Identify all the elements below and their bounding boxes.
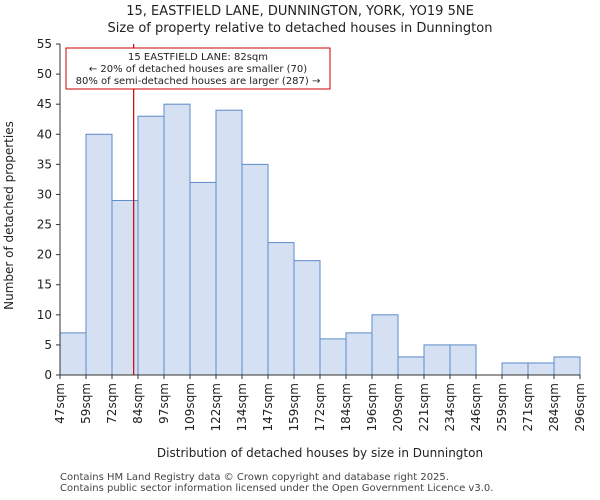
y-tick-label: 30	[37, 187, 52, 201]
y-tick-label: 40	[37, 127, 52, 141]
x-tick-label: 184sqm	[339, 383, 353, 431]
x-tick-label: 147sqm	[261, 383, 275, 431]
chart-title-subtitle: Size of property relative to detached ho…	[107, 21, 493, 36]
bar-122sqm	[215, 109, 243, 376]
annotation-line: ← 20% of detached houses are smaller (70…	[89, 64, 307, 75]
x-tick-label: 221sqm	[417, 383, 431, 431]
chart-title-address: 15, EASTFIELD LANE, DUNNINGTON, YORK, YO…	[126, 4, 474, 19]
y-tick-label: 50	[37, 67, 52, 81]
x-tick-label: 296sqm	[573, 383, 587, 431]
bar-59sqm	[85, 133, 113, 376]
bar-172sqm	[319, 338, 347, 376]
y-tick-label: 55	[37, 37, 52, 51]
bar-159sqm	[293, 260, 321, 376]
y-tick-label: 25	[37, 218, 52, 232]
y-tick-label: 5	[44, 338, 52, 352]
x-tick-label: 196sqm	[365, 383, 379, 431]
bar-97sqm	[163, 103, 191, 376]
bar-196sqm	[371, 314, 399, 376]
bar-109sqm	[189, 181, 217, 376]
x-tick-label: 122sqm	[209, 383, 223, 431]
bar-259sqm	[501, 362, 529, 376]
bar-221sqm	[423, 344, 451, 376]
x-tick-label: 271sqm	[521, 383, 535, 431]
x-tick-label: 109sqm	[183, 383, 197, 431]
y-tick-label: 15	[37, 278, 52, 292]
bar-284sqm	[553, 356, 581, 376]
y-tick-label: 45	[37, 97, 52, 111]
x-tick-label: 246sqm	[469, 383, 483, 431]
bar-209sqm	[397, 356, 425, 376]
x-tick-label: 159sqm	[287, 383, 301, 431]
bar-134sqm	[241, 163, 269, 376]
x-tick-label: 134sqm	[235, 383, 249, 431]
annotation-box	[65, 47, 331, 90]
footer-licence: Contains public sector information licen…	[60, 483, 494, 494]
x-tick-label: 172sqm	[313, 383, 327, 431]
bar-184sqm	[345, 332, 373, 376]
y-tick-label: 35	[37, 157, 52, 171]
x-tick-label: 59sqm	[79, 383, 93, 424]
y-tick-label: 0	[44, 368, 52, 382]
x-tick-label: 284sqm	[547, 383, 561, 431]
annotation-line: 80% of semi-detached houses are larger (…	[76, 76, 321, 87]
y-tick-label: 20	[37, 248, 52, 262]
x-tick-label: 259sqm	[495, 383, 509, 431]
x-tick-label: 84sqm	[131, 383, 145, 424]
x-tick-label: 47sqm	[53, 383, 67, 424]
bar-271sqm	[527, 362, 555, 376]
y-tick-label: 10	[37, 308, 52, 322]
bar-147sqm	[267, 242, 295, 376]
bar-47sqm	[59, 332, 87, 376]
x-tick-label: 234sqm	[443, 383, 457, 431]
bar-234sqm	[449, 344, 477, 376]
footer-copyright: Contains HM Land Registry data © Crown c…	[60, 472, 449, 483]
annotation-line: 15 EASTFIELD LANE: 82sqm	[128, 52, 268, 63]
y-axis-title: Number of detached properties	[2, 121, 16, 310]
x-tick-label: 209sqm	[391, 383, 405, 431]
x-tick-label: 72sqm	[105, 383, 119, 424]
x-axis-title: Distribution of detached houses by size …	[157, 446, 483, 460]
bar-84sqm	[137, 115, 165, 376]
x-tick-label: 97sqm	[157, 383, 171, 424]
